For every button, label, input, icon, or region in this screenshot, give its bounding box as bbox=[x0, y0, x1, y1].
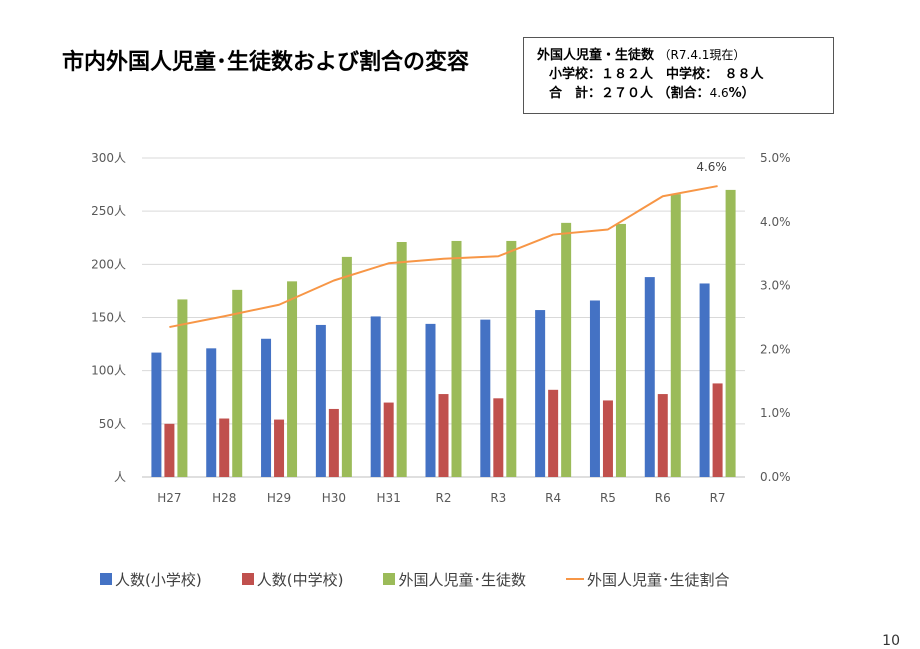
bar-1 bbox=[315, 324, 326, 477]
legend-swatch bbox=[100, 573, 112, 585]
page-number: 10 bbox=[882, 633, 900, 649]
legend-swatch bbox=[565, 578, 584, 580]
x-tick-label: H31 bbox=[377, 491, 401, 505]
x-tick-label: R4 bbox=[545, 491, 561, 505]
legend-item-1: 人数(小学校) bbox=[100, 569, 202, 590]
y-right-tick-label: 3.0% bbox=[760, 279, 791, 293]
legend-swatch bbox=[241, 573, 254, 585]
data-label: 4.6% bbox=[696, 160, 727, 174]
bar-1 bbox=[206, 348, 217, 477]
legend-label: 人数(小学校) bbox=[115, 570, 202, 589]
x-tick-label: R5 bbox=[600, 491, 616, 505]
bar-3 bbox=[287, 281, 298, 477]
bar-1 bbox=[699, 283, 710, 477]
x-tick-label: R3 bbox=[490, 491, 506, 505]
y-left-tick-label: 300人 bbox=[91, 151, 126, 165]
y-right-tick-label: 5.0% bbox=[760, 151, 791, 165]
bar-1 bbox=[425, 323, 436, 477]
legend-label: 人数(中学校) bbox=[256, 570, 344, 589]
bar-3 bbox=[670, 194, 681, 478]
slide-title: 市内外国人児童･生徒数および割合の変容 bbox=[62, 50, 470, 75]
y-left-tick-label: 50人 bbox=[99, 417, 126, 431]
y-left-tick-label: 100人 bbox=[91, 364, 126, 378]
bars bbox=[151, 189, 736, 478]
y-left-tick-label: 人 bbox=[114, 470, 126, 484]
bar-2 bbox=[383, 402, 394, 477]
bar-1 bbox=[535, 310, 546, 477]
legend-label: 外国人児童･生徒割合 bbox=[586, 570, 730, 589]
axis-labels: 人 50人 100人 150人 200人 250人 300人 0.0% 1.0% 2.0% 3.0%… bbox=[91, 151, 790, 505]
x-tick-label: H27 bbox=[157, 491, 181, 505]
combo-chart: 人 50人 100人 150人 200人 250人 300人 0.0% 1.0% 2.0% 3.0%… bbox=[91, 151, 790, 505]
info-label: 外国人児童・生徒数 bbox=[537, 48, 655, 63]
bar-3 bbox=[506, 240, 517, 477]
y-left-tick-label: 250人 bbox=[91, 204, 126, 218]
bar-2 bbox=[602, 400, 613, 477]
x-tick-label: H29 bbox=[267, 491, 291, 505]
x-tick-label: H28 bbox=[212, 491, 236, 505]
info-line-2: 小学校：１８２人 中学校： ８８人 bbox=[549, 67, 764, 82]
bar-3 bbox=[177, 299, 188, 477]
bar-2 bbox=[438, 394, 449, 477]
ratio-line bbox=[169, 185, 718, 329]
bar-1 bbox=[644, 277, 655, 477]
x-tick-label: H30 bbox=[322, 491, 346, 505]
bar-1 bbox=[589, 300, 600, 477]
bar-3 bbox=[615, 223, 626, 477]
x-tick-label: R7 bbox=[710, 491, 726, 505]
bar-3 bbox=[725, 189, 736, 477]
y-right-tick-label: 2.0% bbox=[760, 342, 791, 356]
legend-label: 外国人児童･生徒数 bbox=[398, 570, 526, 589]
bar-2 bbox=[548, 389, 559, 477]
bar-2 bbox=[328, 408, 339, 477]
y-left-tick-label: 200人 bbox=[91, 257, 126, 271]
bar-3 bbox=[396, 242, 407, 477]
bar-1 bbox=[151, 352, 162, 477]
bar-2 bbox=[274, 419, 285, 477]
bar-2 bbox=[164, 423, 175, 477]
bar-3 bbox=[561, 222, 572, 477]
legend-item-3: 外国人児童･生徒数 bbox=[383, 569, 526, 590]
bar-1 bbox=[370, 316, 381, 477]
bar-2 bbox=[657, 394, 668, 477]
ratio-line-layer bbox=[169, 185, 718, 329]
bar-1 bbox=[261, 338, 272, 477]
bar-2 bbox=[712, 383, 723, 477]
info-line-3: 合 計：２７０人 （割合：4.6%） bbox=[537, 84, 833, 103]
bar-3 bbox=[451, 240, 462, 477]
info-box: 外国人児童・生徒数 （R7.4.1現在） 小学校：１８２人 中学校： ８８人 合… bbox=[523, 37, 834, 114]
bar-2 bbox=[493, 398, 504, 477]
y-right-tick-label: 0.0% bbox=[760, 470, 791, 484]
info-total: 合 計：２７０人 bbox=[549, 86, 654, 101]
legend-swatch bbox=[383, 573, 396, 585]
y-left-tick-label: 150人 bbox=[91, 311, 126, 325]
info-line-1: 外国人児童・生徒数 （R7.4.1現在） bbox=[537, 46, 833, 65]
bar-3 bbox=[232, 289, 243, 477]
legend-item-2: 人数(中学校) bbox=[241, 569, 344, 590]
bar-2 bbox=[219, 418, 230, 477]
chart-legend: 人数(小学校) 人数(中学校) 外国人児童･生徒数 外国人児童･生徒割合 bbox=[100, 568, 769, 590]
bar-3 bbox=[341, 256, 352, 477]
x-tick-label: R6 bbox=[655, 491, 671, 505]
y-right-tick-label: 1.0% bbox=[760, 406, 791, 420]
legend-item-4: 外国人児童･生徒割合 bbox=[565, 569, 730, 590]
info-ratio: （割合：4.6%） bbox=[657, 86, 755, 101]
x-tick-label: R2 bbox=[436, 491, 452, 505]
y-right-tick-label: 4.0% bbox=[760, 215, 791, 229]
info-date: （R7.4.1現在） bbox=[658, 48, 746, 62]
bar-1 bbox=[480, 319, 491, 477]
